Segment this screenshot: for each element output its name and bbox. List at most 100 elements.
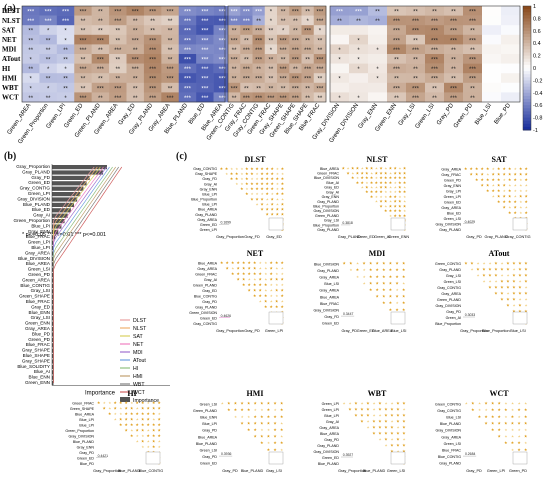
importance-legend-label: MDI [133,350,143,356]
correlation-star-mark: ★ [389,287,393,292]
significance-stars: *** [431,48,439,54]
correlation-star-mark: ★ [348,401,351,405]
correlation-star-mark: ★ [374,180,378,185]
subplot-x-label: Blue_PLAND [241,469,264,473]
importance-feature-label: Blue_ENN [29,375,50,380]
significance-stars: * [270,48,273,54]
heatmap-cell [196,44,214,55]
correlation-star-mark: ★ [398,175,402,180]
correlation-star-mark: ★ [245,171,249,176]
correlation-star-mark: ★ [135,411,139,416]
correlation-star-mark: ★ [518,279,521,283]
correlation-star-mark: ★ [514,167,517,171]
correlation-star-mark: ★ [253,414,257,419]
correlation-star-mark: ★ [403,170,407,175]
correlation-star-mark: ★ [500,296,504,301]
correlation-star-mark: ★ [102,406,106,411]
importance-legend-label: WBT [133,382,145,388]
subplot-legend-box [390,451,406,465]
correlation-star-mark: ★ [512,260,516,265]
correlation-star-mark: ★ [403,186,406,190]
subplot-x-label: Blue_CONTIG [139,469,164,473]
correlation-star-mark: ★ [267,401,271,406]
correlation-star-mark: ★ [245,187,248,191]
significance-stars: *** [149,9,157,15]
heatmap-cell [22,73,40,84]
correlation-star-mark: ★ [136,418,139,422]
correlation-star-mark: ★ [478,408,481,412]
correlation-star-mark: ★ [280,293,284,298]
significance-stars: ** [305,96,310,102]
correlation-star-mark: ★ [247,260,251,265]
heatmap-cell [39,92,58,103]
significance-stars: *** [393,29,401,35]
correlation-star-mark: ★ [235,182,238,186]
correlation-star-mark: ★ [275,294,278,298]
heatmap-cell [126,25,145,36]
colorbar-segment [523,30,531,35]
subplot-row-label: Gray_PD [202,300,217,304]
correlation-star-mark: ★ [157,433,161,438]
correlation-star-mark: ★ [276,187,279,191]
subplot-x-label: Blue_LSI [510,329,525,333]
significance-stars: *** [231,86,239,92]
importance-bar [52,354,54,359]
correlation-star-mark: ★ [379,175,383,180]
correlation-star-mark: ★ [403,203,407,208]
colorbar-segment [523,15,531,19]
heatmap-cell [143,44,162,55]
significance-stars: *** [231,38,239,44]
significance-stars: *** [255,29,263,35]
colorbar-segment [523,9,531,13]
heatmap-cell [277,34,290,45]
correlation-star-mark: ★ [372,424,376,429]
correlation-star-mark: ★ [119,412,122,416]
subplot-row-label: Blue_LPI [324,414,339,418]
subplot-legend-box [512,217,528,231]
heatmap-cell [196,92,214,103]
significance-stars: ** [244,38,249,44]
significance-stars: * [357,38,360,44]
correlation-star-mark: ★ [356,262,359,266]
subplot-row-label: Gray_PLAND [195,213,217,217]
correlation-star-mark: ★ [158,412,161,416]
significance-stars: ** [305,86,310,92]
significance-stars: *** [184,77,192,83]
subplot-legend-box [390,311,406,325]
significance-stars: *** [255,57,263,63]
correlation-star-mark: ★ [356,166,360,171]
correlation-star-mark: ★ [491,401,495,406]
subplot-title: SAT [492,155,508,164]
heatmap-row-label: SAT [2,26,15,34]
correlation-star-mark: ★ [119,400,123,405]
importance-bar [52,316,54,321]
correlation-star-mark: ★ [524,414,528,419]
correlation-star-mark: ★ [375,186,378,190]
correlation-star-mark: ★ [281,300,284,304]
heatmap-cell [213,34,232,45]
colorbar-segment [523,108,531,112]
subplot-row-label: Blue_Proportion [191,198,217,202]
heatmap-cell [368,34,388,45]
correlation-star-mark: ★ [402,267,406,272]
correlation-star-mark: ★ [524,260,528,265]
significance-stars: ** [413,9,418,15]
subplot-row-label: Green_LPI [322,402,339,406]
significance-stars: *** [431,29,439,35]
correlation-star-mark: ★ [379,166,383,171]
correlation-star-mark: ★ [500,273,503,277]
colorbar-segment [523,33,531,38]
subplot-row-label: Gray_AI [326,420,339,424]
colorbar-tick-label: -0.4 [533,91,542,97]
correlation-star-mark: ★ [511,435,514,439]
significance-stars: ** [168,48,173,54]
correlation-star-mark: ★ [270,201,274,206]
correlation-star-mark: ★ [253,271,257,276]
heatmap-cell [252,63,266,74]
correlation-star-mark: ★ [240,177,243,181]
heatmap-cell [240,82,253,93]
correlation-star-mark: ★ [511,420,515,425]
correlation-star-mark: ★ [504,402,507,406]
significance-stars: *** [280,48,288,54]
subplot-row-label: Gray_AI [204,182,217,186]
